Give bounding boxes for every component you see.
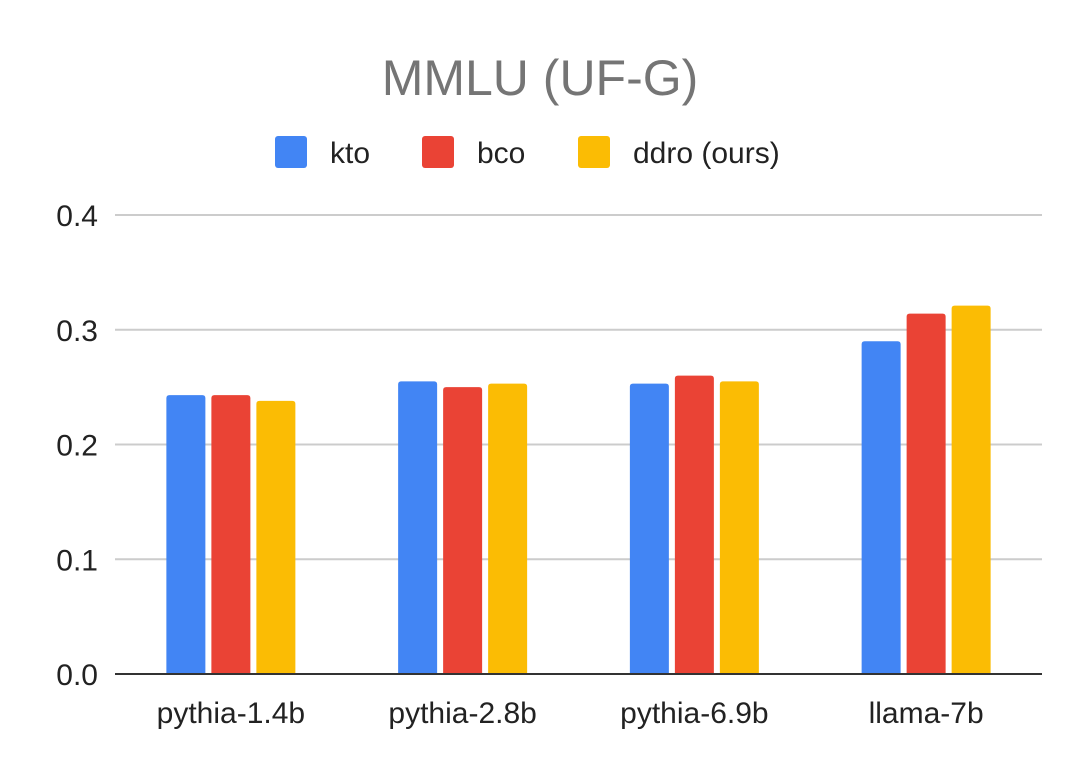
bar-ddro-ours-pythia-6.9b [719, 381, 759, 674]
bar-kto-llama-7b [861, 341, 901, 674]
y-axis: 0.0 0.1 0.2 0.3 0.4 [56, 200, 98, 692]
bar-kto-pythia-6.9b [629, 383, 669, 674]
bar-bco-llama-7b [906, 313, 946, 674]
bar-kto-pythia-1.4b [166, 395, 206, 674]
legend-swatch-1 [275, 136, 307, 168]
legend-label-2: bco [477, 137, 525, 170]
legend-label-3: ddro (ours) [633, 137, 780, 170]
x-tick-label: llama-7b [869, 697, 984, 730]
x-axis: pythia-1.4b pythia-2.8b pythia-6.9b llama-7… [115, 673, 1042, 730]
y-tick-label: 0.3 [56, 315, 98, 348]
bar-ddro-ours-pythia-2.8b [488, 383, 528, 674]
x-tick-label: pythia-6.9b [620, 697, 768, 730]
legend-swatch-3 [578, 136, 610, 168]
legend-swatch-2 [422, 136, 454, 168]
bars [166, 305, 991, 674]
legend-label-1: kto [330, 137, 370, 170]
x-tick-label: pythia-1.4b [157, 697, 305, 730]
y-tick-label: 0.2 [56, 430, 98, 463]
gridlines [115, 214, 1042, 561]
y-tick-label: 0.4 [56, 200, 98, 233]
y-tick-label: 0.1 [56, 544, 98, 577]
y-tick-label: 0.0 [56, 659, 98, 692]
bar-bco-pythia-2.8b [443, 387, 483, 674]
x-tick-label: pythia-2.8b [388, 697, 536, 730]
bar-bco-pythia-6.9b [674, 375, 714, 674]
bar-bco-pythia-1.4b [211, 395, 251, 674]
legend: kto bco ddro (ours) [275, 136, 780, 170]
bar-ddro-ours-pythia-1.4b [256, 400, 296, 674]
chart-title: MMLU (UF-G) [382, 50, 699, 106]
bar-ddro-ours-llama-7b [951, 305, 991, 674]
bar-kto-pythia-2.8b [398, 381, 438, 674]
